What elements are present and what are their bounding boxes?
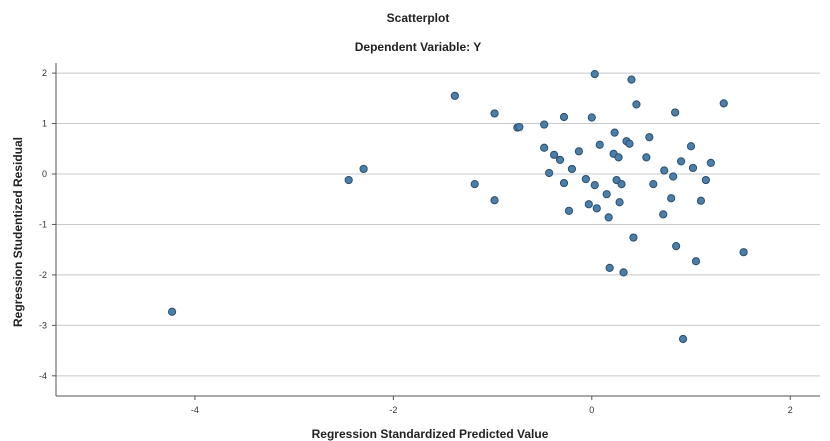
data-point [549, 150, 559, 159]
gridlines [56, 72, 820, 377]
data-point [610, 128, 619, 137]
data-point [669, 172, 678, 181]
data-point [667, 194, 676, 203]
data-point [564, 206, 574, 215]
data-point [706, 158, 715, 167]
data-point [696, 196, 706, 205]
y-tick-label: -4 [39, 371, 47, 381]
y-axis-label: Regression Studentized Residual [11, 137, 25, 327]
data-point [614, 153, 623, 162]
data-point [344, 175, 353, 185]
tick-labels: 2 1 0 -1 -2 -3 -4 -4 -2 0 2 [39, 68, 793, 415]
chart-subtitle: Dependent Variable: Y [355, 40, 482, 54]
data-point [559, 178, 569, 188]
y-tick-label: -2 [39, 270, 47, 280]
data-point [605, 263, 614, 272]
data-point [615, 198, 624, 207]
data-point [719, 99, 728, 108]
data-point [590, 181, 599, 190]
data-point [540, 120, 549, 129]
data-point [450, 91, 459, 100]
data-point [581, 174, 590, 184]
y-tick-label: 2 [42, 68, 47, 78]
data-point [587, 113, 596, 122]
data-point [490, 196, 499, 205]
x-tick-label: -2 [389, 405, 397, 415]
data-point [555, 155, 565, 164]
x-tick-label: 0 [589, 405, 594, 415]
data-point [617, 179, 626, 189]
data-point [649, 179, 658, 189]
data-point [619, 268, 628, 277]
data-point [540, 143, 549, 152]
y-tick-label: 0 [42, 169, 47, 179]
data-point [584, 200, 593, 209]
data-point [574, 147, 583, 156]
data-point [470, 179, 479, 189]
data-point [688, 163, 698, 173]
data-point [686, 142, 696, 151]
data-point [515, 122, 524, 132]
data-point [567, 164, 577, 174]
data-point [559, 112, 569, 122]
data-point [671, 108, 680, 117]
data-point [642, 153, 651, 162]
data-point [359, 164, 368, 174]
y-tick-label: -1 [39, 219, 47, 229]
data-point [645, 133, 654, 142]
data-point [545, 168, 554, 178]
data-point [595, 140, 604, 149]
data-point [167, 307, 177, 316]
data-point [629, 233, 638, 242]
data-point [691, 257, 701, 266]
x-tick-label: -4 [191, 405, 199, 415]
y-tick-label: -3 [39, 320, 47, 330]
data-point [678, 334, 688, 344]
data-points [167, 70, 748, 344]
y-tick-label: 1 [42, 119, 47, 129]
axes [52, 63, 820, 400]
data-point [701, 175, 710, 185]
data-point [602, 190, 611, 199]
data-point [672, 242, 681, 251]
chart-title: Scatterplot [387, 11, 450, 25]
data-point [490, 109, 499, 118]
data-point [676, 157, 686, 166]
data-point [632, 100, 641, 109]
data-point [590, 70, 599, 79]
data-point [592, 204, 601, 213]
data-point [660, 166, 669, 175]
data-point [604, 213, 613, 222]
data-point [625, 139, 634, 148]
x-axis-label: Regression Standardized Predicted Value [312, 427, 549, 441]
data-point [627, 75, 636, 84]
data-point [659, 210, 668, 219]
data-point [739, 248, 748, 257]
x-tick-label: 2 [788, 405, 793, 415]
